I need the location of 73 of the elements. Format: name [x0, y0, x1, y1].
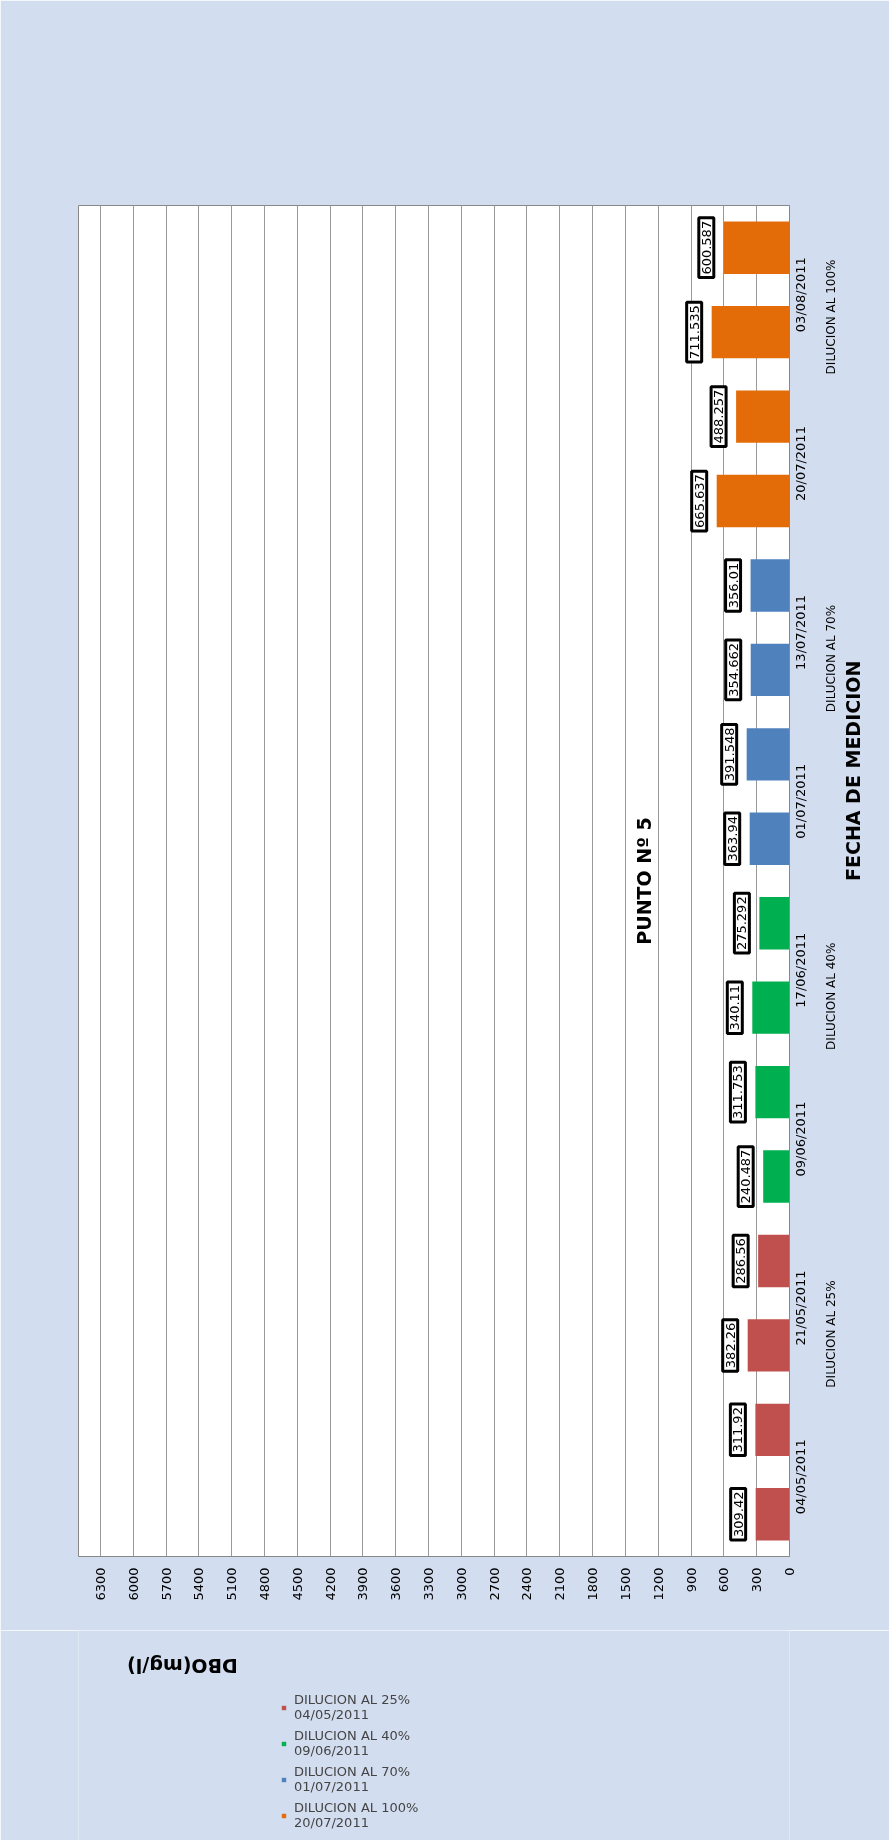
- x-tick-label: 5100: [224, 1567, 240, 1601]
- data-label: 275.292: [734, 896, 750, 951]
- legend-label: DILUCION AL 40% 09/06/2011: [294, 1728, 411, 1758]
- x-tick-label: 0: [782, 1567, 797, 1576]
- y-tick-label: 20/07/2011: [793, 426, 808, 502]
- x-tick-label: 2700: [486, 1567, 502, 1601]
- bar: [763, 1150, 790, 1203]
- legend-label: DILUCION AL 70% 01/07/2011: [294, 1764, 411, 1794]
- data-label: 391.548: [721, 727, 737, 782]
- data-label: 340.11: [727, 984, 743, 1031]
- data-label: 309.42: [730, 1491, 746, 1538]
- y-tick-label: 09/06/2011: [793, 1101, 808, 1177]
- x-tick-label: 3600: [388, 1567, 404, 1601]
- data-label: 354.662: [725, 643, 741, 697]
- text: PUNTO Nº 5: [632, 817, 655, 945]
- x-tick-label: 3000: [453, 1567, 469, 1601]
- bar: [711, 305, 790, 359]
- x-tick-label: 4500: [289, 1567, 305, 1601]
- bar: [759, 897, 790, 950]
- y-tick-label: 04/05/2011: [793, 1439, 808, 1515]
- data-label: 356.01: [725, 562, 741, 609]
- data-label: 311.92: [730, 1407, 746, 1453]
- y-axis-title: FECHA DE MEDICION: [841, 660, 864, 881]
- bar: [755, 1403, 790, 1457]
- data-label: 600.587: [698, 220, 714, 275]
- bar: [752, 981, 790, 1034]
- x-tick-label: 3900: [355, 1567, 371, 1601]
- data-label: 286.56: [733, 1238, 749, 1284]
- x-tick-label: 600: [716, 1567, 732, 1593]
- x-tick-label: 6000: [125, 1567, 141, 1601]
- legend-label: DILUCION AL 100% 20/07/2011: [294, 1800, 419, 1830]
- text: DILUCION AL 40%: [823, 942, 838, 1050]
- x-tick-label: 5700: [158, 1567, 174, 1601]
- bar: [758, 1234, 790, 1288]
- y-tick-label: 13/07/2011: [793, 594, 808, 670]
- data-label: 665.637: [691, 474, 707, 528]
- y-tick-label: 03/08/2011: [793, 257, 808, 333]
- data-label: 311.753: [730, 1065, 746, 1119]
- x-tick-label: 900: [683, 1567, 699, 1593]
- y-tick-label: 17/06/2011: [793, 932, 808, 1008]
- y-tick-label: 21/05/2011: [793, 1270, 808, 1346]
- bar: [755, 1488, 790, 1541]
- x-tick-label: 4200: [322, 1567, 338, 1601]
- legend-label: DILUCION AL 25% 04/05/2011: [294, 1692, 411, 1722]
- data-label: 382.26: [722, 1322, 738, 1369]
- x-tick-label: 1200: [650, 1567, 666, 1601]
- x-tick-label: 1500: [617, 1567, 633, 1601]
- bar: [736, 390, 790, 443]
- x-tick-label: 2100: [552, 1567, 568, 1601]
- x-tick-label: 2400: [519, 1567, 535, 1601]
- bar: [723, 221, 790, 274]
- bar: [755, 1065, 790, 1119]
- x-tick-label: 300: [749, 1567, 765, 1593]
- data-label: 488.257: [711, 389, 727, 444]
- text: DILUCION AL 25%: [823, 1280, 838, 1388]
- data-label: 711.535: [686, 305, 702, 360]
- data-label: 363.94: [724, 816, 740, 862]
- x-tick-label: 1800: [585, 1567, 601, 1601]
- x-tick-label: 5400: [191, 1567, 207, 1601]
- bar: [716, 474, 790, 528]
- x-tick-label: 3300: [421, 1567, 437, 1601]
- text: DILUCION AL 100%: [823, 259, 838, 375]
- x-tick-label: 6300: [92, 1567, 108, 1601]
- bar: [750, 643, 790, 697]
- bar: [749, 812, 790, 865]
- bar: [746, 728, 790, 781]
- x-tick-label: 4800: [256, 1567, 272, 1601]
- data-label: 240.487: [738, 1149, 754, 1204]
- text: DILUCION AL 70%: [823, 604, 838, 713]
- bar: [750, 559, 790, 612]
- y-tick-label: 01/07/2011: [793, 763, 808, 839]
- x-axis-title: DBO(mg/l): [127, 1654, 238, 1677]
- bar: [747, 1319, 790, 1372]
